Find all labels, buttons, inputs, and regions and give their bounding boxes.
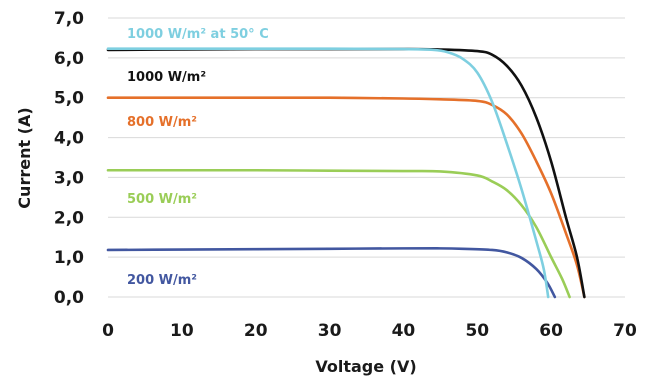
y-tick-label: 0,0 [54,288,84,308]
y-tick-label: 6,0 [54,49,84,69]
y-axis-title: Current (A) [15,107,34,208]
y-tick-labels: 0,0 1,0 2,0 3,0 4,0 5,0 6,0 7,0 [54,9,84,308]
series-label-0: 1000 W/m² at 50° C [127,27,269,42]
y-tick-label: 5,0 [54,89,84,109]
y-tick-label: 2,0 [54,208,84,228]
y-tick-label: 1,0 [54,248,84,268]
x-tick-label: 70 [613,321,637,341]
x-tick-label: 40 [392,321,416,341]
y-tick-label: 7,0 [54,9,84,29]
series-line-1 [106,47,586,299]
x-tick-labels: 0 10 20 30 40 50 60 70 [102,321,637,341]
x-tick-label: 20 [244,321,268,341]
series-label-1: 1000 W/m² [127,70,206,85]
x-tick-label: 30 [318,321,342,341]
series-label-2: 800 W/m² [127,115,197,130]
series-label-4: 200 W/m² [127,273,197,288]
series-line-2 [106,96,586,299]
series-layer [106,47,586,299]
grid-layer [108,17,625,298]
x-tick-label: 10 [170,321,194,341]
series-labels: 1000 W/m² at 50° C 1000 W/m² 800 W/m² 500 W… [127,27,269,288]
x-tick-label: 0 [102,321,114,341]
x-tick-label: 50 [465,321,489,341]
series-label-3: 500 W/m² [127,192,197,207]
y-tick-label: 3,0 [54,168,84,188]
series-line-0 [106,47,550,299]
x-axis-title: Voltage (V) [315,357,416,376]
y-tick-label: 4,0 [54,129,84,149]
series-line-4 [106,247,557,299]
series-line-3 [106,168,571,299]
x-tick-label: 60 [539,321,563,341]
